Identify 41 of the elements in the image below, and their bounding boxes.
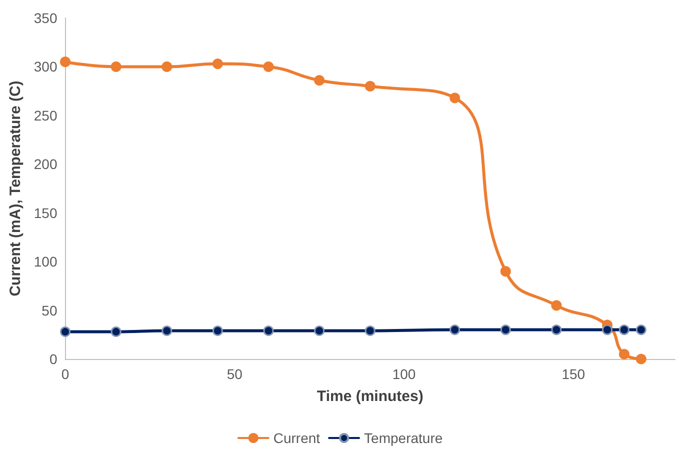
- y-tick-label: 100: [34, 254, 58, 270]
- point: [364, 80, 376, 92]
- point: [314, 75, 325, 86]
- point: [162, 61, 172, 72]
- y-axis-title: Current (mA), Temperature (C): [7, 80, 24, 296]
- y-tick-label: 250: [34, 107, 58, 124]
- x-tick-label: 150: [562, 366, 586, 382]
- point: [364, 326, 376, 336]
- point: [263, 326, 274, 336]
- point: [212, 326, 223, 336]
- y-tick-label: 350: [34, 10, 58, 26]
- point: [110, 61, 122, 72]
- legend-label: Temperature: [364, 430, 443, 446]
- x-tick-label: 0: [61, 366, 70, 382]
- y-tick-label: 200: [34, 156, 58, 172]
- point: [551, 300, 562, 311]
- point: [618, 348, 630, 360]
- x-tick-label: 50: [226, 366, 243, 382]
- point: [450, 92, 460, 104]
- point: [500, 266, 511, 277]
- point: [636, 324, 646, 336]
- point: [636, 354, 646, 364]
- y-tick-label: 0: [49, 351, 58, 367]
- point: [551, 324, 562, 336]
- y-tick-label: 150: [34, 204, 58, 221]
- point: [602, 324, 612, 336]
- legend-label: Current: [273, 430, 320, 446]
- x-tick-label: 100: [392, 366, 416, 382]
- x-axis-title: Time (minutes): [316, 388, 424, 405]
- y-tick-label: 50: [42, 302, 58, 318]
- point: [500, 324, 511, 336]
- point: [314, 326, 325, 336]
- y-tick-label: 300: [34, 58, 58, 75]
- point: [212, 58, 223, 70]
- point: [110, 326, 122, 337]
- point: [60, 326, 71, 337]
- point: [162, 326, 172, 336]
- point: [618, 324, 630, 336]
- point: [263, 61, 274, 72]
- point: [60, 56, 71, 68]
- point: [450, 324, 460, 336]
